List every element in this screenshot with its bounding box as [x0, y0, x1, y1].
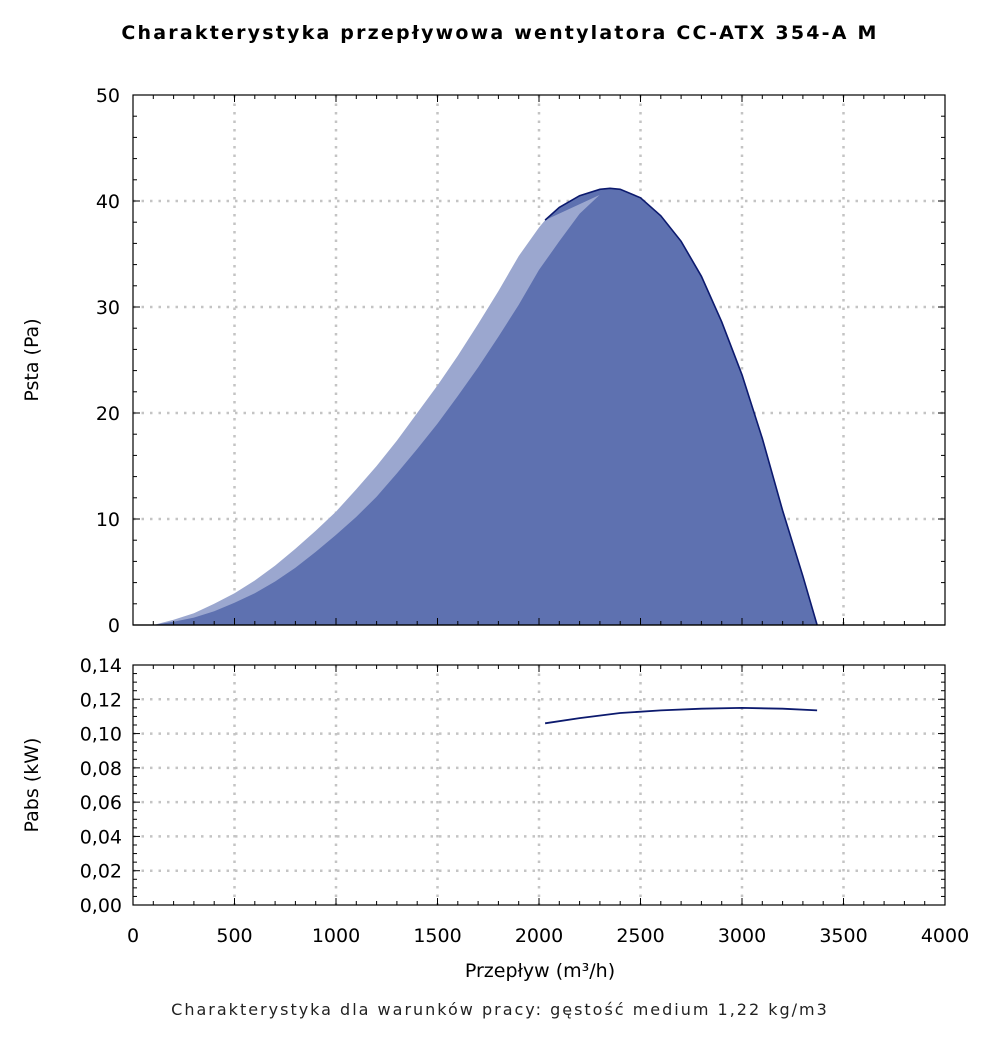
- bottom-panel-y-tick-labels: 0,00 0,02 0,04 0,06 0,08 0,10 0,12 0,14: [80, 655, 122, 917]
- top-y-tick-label: 10: [96, 509, 120, 531]
- x-axis-label: Przepływ (m³/h): [465, 960, 615, 982]
- bottom-y-tick-label: 0,12: [80, 689, 122, 711]
- x-tick-label: 3500: [819, 925, 867, 947]
- top-y-tick-label: 30: [96, 297, 120, 319]
- x-tick-label: 1000: [312, 925, 360, 947]
- x-tick-label: 2500: [616, 925, 664, 947]
- x-tick-label: 0: [127, 925, 139, 947]
- bottom-panel-ticks: [132, 664, 946, 906]
- bottom-y-tick-label: 0,10: [80, 724, 122, 746]
- bottom-y-tick-label: 0,14: [80, 655, 122, 677]
- x-tick-label: 4000: [921, 925, 969, 947]
- x-tick-label: 1500: [413, 925, 461, 947]
- bottom-y-tick-label: 0,06: [80, 792, 122, 814]
- x-tick-label: 2000: [515, 925, 563, 947]
- top-panel-ticks: [132, 94, 946, 626]
- x-tick-label: 500: [216, 925, 252, 947]
- bottom-y-tick-label: 0,00: [80, 895, 122, 917]
- bottom-y-axis-label: Pabs (kW): [21, 738, 43, 833]
- bottom-panel-lines: [544, 706, 818, 725]
- pressure-area-dark: [153, 188, 818, 626]
- pressure-curve-line: [544, 187, 818, 626]
- top-y-tick-label: 50: [96, 85, 120, 107]
- top-panel-y-tick-labels: 0 10 20 30 40 50: [96, 85, 120, 637]
- bottom-y-tick-label: 0,02: [80, 861, 122, 883]
- top-panel-areas: [133, 187, 945, 626]
- top-y-axis-label: Psta (Pa): [21, 318, 43, 401]
- power-curve-line: [544, 706, 818, 725]
- bottom-panel-x-tick-labels: 0 500 1000 1500 2000 2500 3000 3500 4000: [127, 925, 969, 947]
- x-tick-label: 3000: [718, 925, 766, 947]
- top-y-tick-label: 40: [96, 191, 120, 213]
- chart-title: Charakterystyka przepływowa wentylatora …: [121, 22, 879, 44]
- top-y-tick-label: 20: [96, 403, 120, 425]
- bottom-y-tick-label: 0,08: [80, 758, 122, 780]
- bottom-y-tick-label: 0,04: [80, 826, 122, 848]
- conditions-note: Charakterystyka dla warunków pracy: gęst…: [171, 1000, 829, 1019]
- top-y-tick-label: 0: [108, 615, 120, 637]
- bottom-panel-grid: [133, 665, 945, 905]
